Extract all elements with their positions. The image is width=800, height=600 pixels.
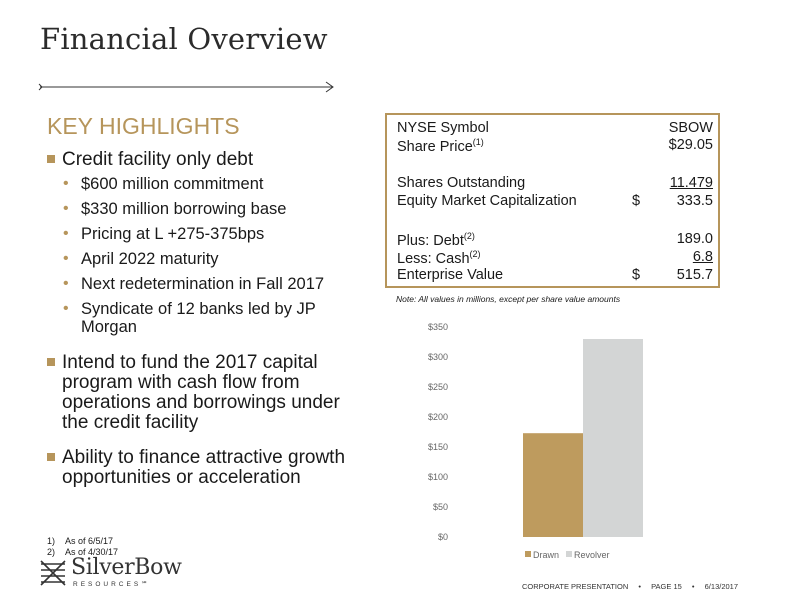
bullet-dot-icon: • xyxy=(63,250,69,267)
table-row: Equity Market Capitalization $ 333.5 xyxy=(397,193,713,211)
row-value: $29.05 xyxy=(668,137,713,153)
sub-bullet-item: • $600 million commitment xyxy=(47,175,367,193)
footnote-text: As of 6/5/17 xyxy=(65,536,114,546)
legend-swatch xyxy=(566,551,572,557)
footnote-number: 1) xyxy=(47,536,56,546)
page-footer: CORPORATE PRESENTATION • PAGE 15 • 6/13/… xyxy=(522,582,746,591)
currency-symbol: $ xyxy=(632,267,641,283)
legend-label: Revolver xyxy=(574,550,610,560)
footnote: 1) As of 6/5/17 xyxy=(47,536,118,547)
footnotes: 1) As of 6/5/17 2) As of 4/30/17 xyxy=(47,536,118,558)
sub-bullet-item: • Next redetermination in Fall 2017 xyxy=(47,275,367,293)
legend-swatch xyxy=(525,551,531,557)
arrow-divider xyxy=(38,81,334,93)
row-label: Shares Outstanding xyxy=(397,175,526,191)
sub-bullet-text: $600 million commitment xyxy=(81,175,264,193)
table-row: NYSE Symbol SBOW xyxy=(397,120,713,138)
bullet-square-icon xyxy=(47,358,55,366)
legend-label: Drawn xyxy=(533,550,559,560)
sub-bullet-text: April 2022 maturity xyxy=(81,250,219,268)
footer-date: 6/13/2017 xyxy=(704,582,739,591)
bullet-item: Credit facility only debt xyxy=(47,150,367,170)
y-tick-label: $200 xyxy=(428,412,448,422)
bullet-dot-icon: • xyxy=(63,300,69,317)
y-tick-label: $0 xyxy=(438,532,448,542)
logo-name: SilverBow xyxy=(71,555,182,580)
row-label: Share Price(1) xyxy=(397,137,484,155)
row-label: Less: Cash(2) xyxy=(397,249,481,267)
company-logo: SilverBow RESOURCES℠ xyxy=(38,555,188,588)
bullet-dot-icon: • xyxy=(63,175,69,192)
y-tick-label: $100 xyxy=(428,472,448,482)
row-value: 6.8 xyxy=(692,249,713,265)
bullet-item: Ability to finance attractive growth opp… xyxy=(47,448,367,488)
currency-symbol: $ xyxy=(632,193,641,209)
row-value: 333.5 xyxy=(676,193,713,209)
table-row: Share Price(1) $29.05 xyxy=(397,137,713,155)
bullet-square-icon xyxy=(47,453,55,461)
row-label: Plus: Debt(2) xyxy=(397,231,475,249)
row-value: SBOW xyxy=(668,120,713,136)
table-row: Less: Cash(2) 6.8 xyxy=(397,249,713,267)
bullet-dot-icon: • xyxy=(63,200,69,217)
bar-drawn xyxy=(523,433,583,537)
bullet-item: Intend to fund the 2017 capital program … xyxy=(47,353,367,433)
y-tick-label: $350 xyxy=(428,322,448,332)
table-row: Enterprise Value $ 515.7 xyxy=(397,267,713,285)
bullet-square-icon xyxy=(47,155,55,163)
footnote: 2) As of 4/30/17 xyxy=(47,547,118,558)
sub-bullet-text: $330 million borrowing base xyxy=(81,200,287,218)
y-tick-label: $300 xyxy=(428,352,448,362)
row-label: Equity Market Capitalization xyxy=(397,193,577,209)
row-label: Enterprise Value xyxy=(397,267,504,283)
y-tick-label: $50 xyxy=(433,502,448,512)
bar-revolver xyxy=(583,339,643,537)
sub-bullet-item: • Syndicate of 12 banks led by JP Morgan xyxy=(47,300,367,336)
row-value: 11.479 xyxy=(669,175,713,191)
credit-facility-chart: $0 $50 $100 $150 $200 $250 $300 $350 Drawn Revolv… xyxy=(428,322,643,560)
market-data-table: NYSE Symbol SBOW Share Price(1) $29.05 S… xyxy=(385,113,720,288)
row-value: 189.0 xyxy=(676,231,713,247)
highlights-list: Credit facility only debt • $600 million … xyxy=(47,150,367,493)
y-tick-label: $150 xyxy=(428,442,448,452)
sub-bullet-item: • $330 million borrowing base xyxy=(47,200,367,218)
footer-separator: • xyxy=(691,582,695,591)
logo-mark-icon xyxy=(40,560,66,586)
footer-label: CORPORATE PRESENTATION xyxy=(522,582,629,591)
footer-separator: • xyxy=(638,582,641,591)
sub-bullet-item: • April 2022 maturity xyxy=(47,250,367,268)
bullet-text: Ability to finance attractive growth opp… xyxy=(62,447,346,488)
row-value: 515.7 xyxy=(676,267,713,283)
table-row: Shares Outstanding 11.479 xyxy=(397,175,713,193)
footnote-number: 2) xyxy=(47,547,56,557)
bullet-text: Credit facility only debt xyxy=(62,149,254,170)
sub-bullet-text: Next redetermination in Fall 2017 xyxy=(81,275,325,293)
footnote-text: As of 4/30/17 xyxy=(65,547,119,557)
row-label: NYSE Symbol xyxy=(397,120,489,136)
table-note: Note: All values in millions, except per… xyxy=(396,294,621,304)
section-heading: KEY HIGHLIGHTS xyxy=(47,113,240,139)
page-title: Financial Overview xyxy=(40,22,328,56)
bullet-text: Intend to fund the 2017 capital program … xyxy=(62,352,340,433)
sub-bullet-item: • Pricing at L +275-375bps xyxy=(47,225,367,243)
y-tick-label: $250 xyxy=(428,382,448,392)
table-row: Plus: Debt(2) 189.0 xyxy=(397,231,713,249)
page-number: PAGE 15 xyxy=(651,582,682,591)
bullet-dot-icon: • xyxy=(63,225,69,242)
logo-subtitle: RESOURCES℠ xyxy=(73,581,151,588)
sub-bullet-text: Pricing at L +275-375bps xyxy=(81,225,265,243)
sub-bullet-text: Syndicate of 12 banks led by JP Morgan xyxy=(81,300,316,336)
bullet-dot-icon: • xyxy=(63,275,69,292)
